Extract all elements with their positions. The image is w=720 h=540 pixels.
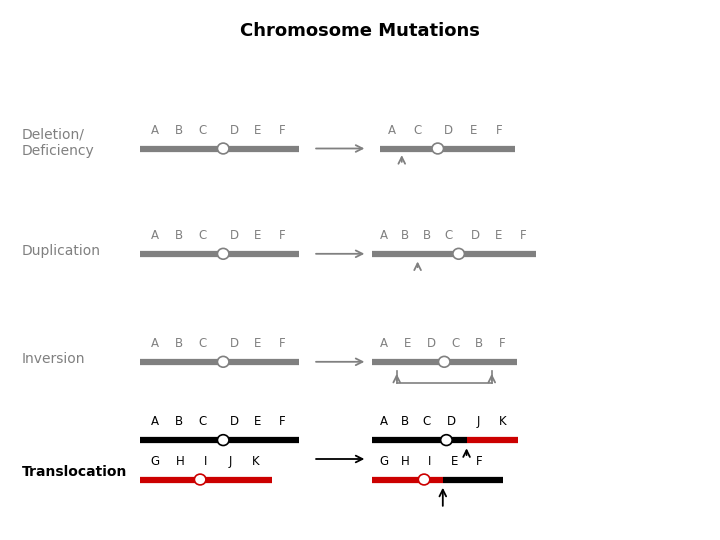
- Text: I: I: [204, 455, 207, 468]
- Text: F: F: [475, 455, 482, 468]
- Ellipse shape: [453, 248, 464, 259]
- Text: D: D: [427, 337, 436, 350]
- Text: G: G: [150, 455, 159, 468]
- Text: A: A: [379, 337, 388, 350]
- Text: D: D: [444, 124, 453, 137]
- Text: Duplication: Duplication: [22, 244, 101, 258]
- Ellipse shape: [217, 356, 229, 367]
- Text: F: F: [279, 337, 286, 350]
- Text: E: E: [470, 124, 477, 137]
- Text: Inversion: Inversion: [22, 352, 85, 366]
- Text: C: C: [444, 229, 453, 242]
- Text: C: C: [198, 124, 207, 137]
- Text: D: D: [230, 229, 238, 242]
- Ellipse shape: [438, 356, 450, 367]
- Text: C: C: [198, 415, 207, 428]
- Text: G: G: [379, 455, 388, 468]
- Text: A: A: [150, 229, 159, 242]
- Text: E: E: [451, 455, 459, 468]
- Text: F: F: [499, 337, 506, 350]
- Text: A: A: [379, 229, 388, 242]
- Text: D: D: [230, 124, 238, 137]
- Text: B: B: [401, 415, 410, 428]
- Text: D: D: [230, 415, 238, 428]
- Ellipse shape: [418, 474, 430, 485]
- Text: K: K: [499, 415, 506, 428]
- Text: B: B: [174, 124, 183, 137]
- Text: D: D: [471, 229, 480, 242]
- Text: F: F: [279, 415, 286, 428]
- Text: Chromosome Mutations: Chromosome Mutations: [240, 22, 480, 39]
- Text: F: F: [519, 229, 526, 242]
- Text: E: E: [254, 337, 261, 350]
- Text: H: H: [176, 455, 184, 468]
- Text: Translocation: Translocation: [22, 465, 127, 480]
- Text: B: B: [474, 337, 483, 350]
- Text: B: B: [174, 415, 183, 428]
- Text: A: A: [150, 337, 159, 350]
- Text: E: E: [254, 124, 261, 137]
- Text: B: B: [174, 229, 183, 242]
- Ellipse shape: [432, 143, 444, 154]
- Text: D: D: [447, 415, 456, 428]
- Text: E: E: [404, 337, 411, 350]
- Ellipse shape: [217, 435, 229, 446]
- Text: E: E: [495, 229, 503, 242]
- Text: A: A: [150, 124, 159, 137]
- Text: C: C: [198, 337, 207, 350]
- Text: A: A: [388, 124, 397, 137]
- Text: C: C: [423, 415, 431, 428]
- Text: F: F: [279, 124, 286, 137]
- Text: B: B: [423, 229, 431, 242]
- Text: B: B: [401, 229, 410, 242]
- Text: D: D: [230, 337, 238, 350]
- Text: F: F: [279, 229, 286, 242]
- Text: C: C: [198, 229, 207, 242]
- Ellipse shape: [217, 248, 229, 259]
- Text: E: E: [254, 415, 261, 428]
- Text: I: I: [428, 455, 431, 468]
- Text: Deletion/
Deficiency: Deletion/ Deficiency: [22, 128, 94, 158]
- Text: B: B: [174, 337, 183, 350]
- Text: E: E: [254, 229, 261, 242]
- Text: J: J: [229, 455, 232, 468]
- Text: J: J: [477, 415, 480, 428]
- Text: K: K: [252, 455, 259, 468]
- Text: H: H: [401, 455, 410, 468]
- Text: F: F: [495, 124, 503, 137]
- Ellipse shape: [217, 143, 229, 154]
- Text: A: A: [150, 415, 159, 428]
- Text: C: C: [413, 124, 422, 137]
- Text: C: C: [451, 337, 459, 350]
- Ellipse shape: [194, 474, 206, 485]
- Ellipse shape: [441, 435, 452, 446]
- Text: A: A: [379, 415, 388, 428]
